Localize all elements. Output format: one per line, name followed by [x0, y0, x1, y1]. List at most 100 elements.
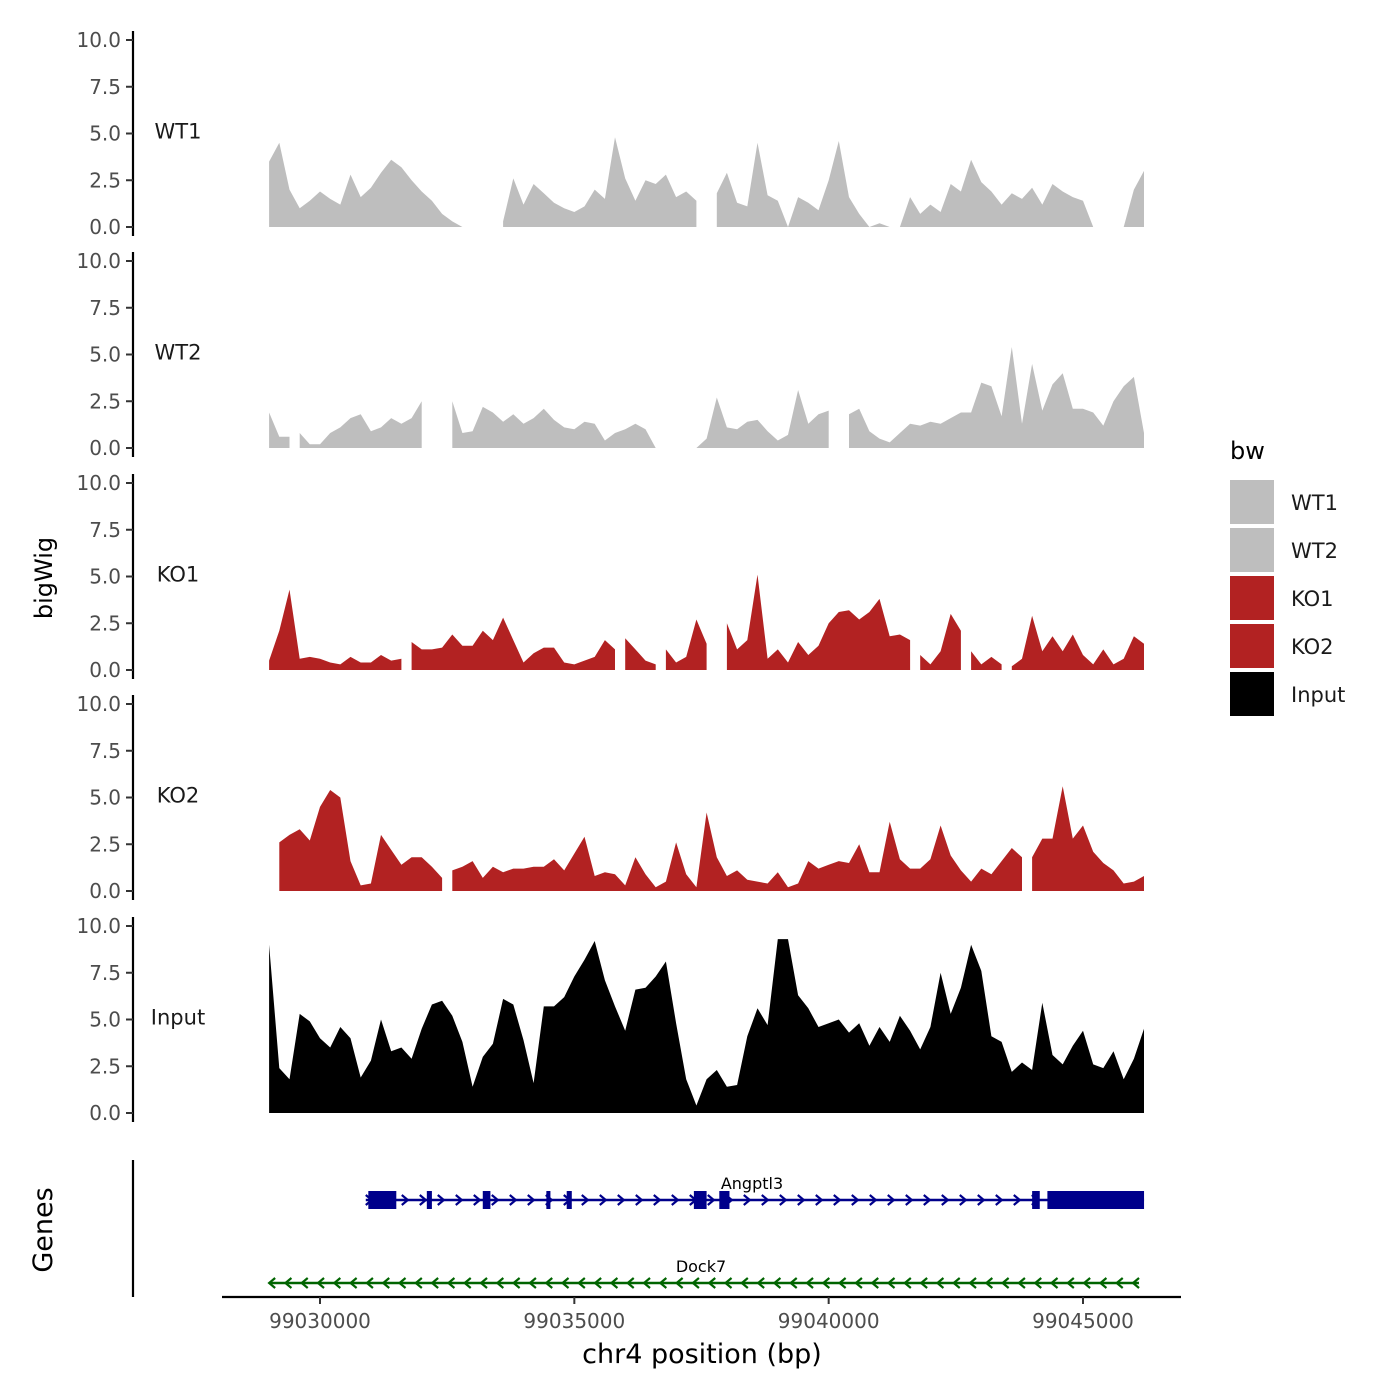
strand-arrow — [1049, 1277, 1059, 1289]
strand-arrow — [779, 1194, 788, 1206]
signal-area-input — [269, 939, 1145, 1113]
y-tick-label-wt2: 2.5 — [89, 389, 121, 413]
strand-arrow — [283, 1277, 293, 1289]
y-tick-label-wt1: 0.0 — [89, 215, 121, 239]
legend-item-wt1: WT1 — [1230, 480, 1338, 524]
strand-arrow — [1000, 1277, 1010, 1289]
strand-arrow — [854, 1277, 863, 1289]
strand-arrow — [952, 1277, 961, 1289]
y-axis-wt2: 0.0 2.5 5.0 7.5 10.0 — [76, 249, 135, 460]
strand-arrow — [635, 1194, 644, 1206]
strand-arrow — [653, 1194, 662, 1206]
y-tick-label-wt2: 5.0 — [89, 343, 121, 367]
strand-arrow — [609, 1277, 619, 1289]
strand-arrow — [617, 1194, 626, 1206]
track-input: Input — [151, 939, 1145, 1113]
genes-axis-title: Genes — [28, 1187, 59, 1272]
track-wt2: WT2 — [155, 341, 1145, 448]
strand-arrow — [805, 1277, 814, 1289]
track-ko1: KO1 — [157, 563, 1145, 670]
y-tick-label-wt1: 5.0 — [89, 122, 121, 146]
gene-angptl3: Angptl3 — [365, 1174, 1145, 1209]
legend-item-input: Input — [1230, 672, 1345, 716]
x-axis: 99030000 99035000 99040000 99045000 — [222, 1295, 1181, 1333]
strand-arrow — [756, 1277, 765, 1289]
strand-arrow — [593, 1277, 602, 1289]
strand-arrow — [528, 1277, 537, 1289]
signal-area-ko1 — [269, 574, 1145, 670]
legend-label-wt2: WT2 — [1291, 539, 1338, 563]
exon — [1032, 1191, 1040, 1209]
strand-arrow — [1017, 1277, 1026, 1289]
track-wt1: WT1 — [155, 120, 1145, 227]
strand-arrow — [491, 1194, 500, 1206]
y-tick-label-wt1: 7.5 — [89, 75, 121, 99]
y-tick-label-input: 10.0 — [76, 914, 121, 938]
strand-arrow — [658, 1277, 668, 1289]
y-axis-title: bigWig — [30, 537, 58, 619]
strand-arrow — [984, 1277, 994, 1289]
legend-swatch-wt2 — [1230, 528, 1274, 572]
y-axis-ko1: 0.0 2.5 5.0 7.5 10.0 — [76, 471, 135, 682]
legend-swatch-input — [1230, 672, 1274, 716]
legend-title: bw — [1230, 437, 1265, 465]
y-tick-label-ko2: 10.0 — [76, 692, 121, 716]
strand-arrow — [1131, 1277, 1140, 1289]
strand-arrow — [707, 1277, 716, 1289]
exon — [566, 1191, 572, 1209]
strand-arrow — [761, 1194, 770, 1206]
strand-arrow — [923, 1194, 932, 1206]
strand-arrow — [365, 1277, 374, 1289]
strand-arrow — [919, 1277, 928, 1289]
y-tick-label-input: 5.0 — [89, 1008, 121, 1032]
y-tick-label-ko2: 5.0 — [89, 786, 121, 810]
x-axis-title: chr4 position (bp) — [582, 1339, 822, 1370]
track-label-ko2: KO2 — [157, 784, 200, 808]
strand-arrow — [935, 1277, 945, 1289]
strand-arrow — [772, 1277, 782, 1289]
signal-area-wt2 — [269, 347, 1145, 448]
strand-arrow — [977, 1194, 986, 1206]
strand-arrow — [599, 1194, 608, 1206]
strand-arrow — [401, 1194, 410, 1206]
y-tick-label-ko1: 2.5 — [89, 611, 121, 635]
legend-swatch-ko1 — [1230, 576, 1274, 620]
strand-arrow — [455, 1194, 464, 1206]
legend: bw WT1 WT2 KO1 KO2 Input — [1230, 437, 1345, 716]
signal-area-wt1 — [269, 137, 1145, 227]
y-tick-label-ko2: 0.0 — [89, 879, 121, 903]
strand-arrow — [671, 1194, 680, 1206]
strand-arrow — [267, 1277, 276, 1289]
strand-arrow — [446, 1277, 456, 1289]
legend-label-ko1: KO1 — [1291, 587, 1334, 611]
strand-arrow — [959, 1194, 968, 1206]
exon — [426, 1191, 432, 1209]
y-tick-label-wt2: 7.5 — [89, 296, 121, 320]
strand-arrow — [743, 1194, 752, 1206]
legend-item-ko2: KO2 — [1230, 624, 1334, 668]
exon — [368, 1191, 397, 1209]
strand-arrow — [527, 1194, 536, 1206]
x-tick-label: 99040000 — [778, 1309, 880, 1333]
strand-arrow — [833, 1194, 842, 1206]
strand-arrow — [837, 1277, 847, 1289]
y-tick-label-ko2: 2.5 — [89, 832, 121, 856]
strand-arrow — [674, 1277, 684, 1289]
gene-dock7: Dock7 — [267, 1257, 1140, 1289]
legend-swatch-wt1 — [1230, 480, 1274, 524]
strand-arrow — [626, 1277, 635, 1289]
track-label-wt2: WT2 — [155, 341, 202, 365]
strand-arrow — [870, 1277, 879, 1289]
strand-arrow — [886, 1277, 896, 1289]
signal-tracks: WT1 WT2 KO1 KO2 Input — [151, 120, 1145, 1113]
strand-arrow — [789, 1277, 798, 1289]
strand-arrow — [348, 1277, 358, 1289]
strand-arrow — [509, 1194, 518, 1206]
track-label-ko1: KO1 — [157, 563, 200, 587]
y-tick-label-input: 2.5 — [89, 1054, 121, 1078]
exon — [693, 1191, 707, 1209]
y-tick-label-wt2: 10.0 — [76, 249, 121, 273]
y-tick-label-ko1: 7.5 — [89, 518, 121, 542]
x-tick-label: 99045000 — [1032, 1309, 1134, 1333]
